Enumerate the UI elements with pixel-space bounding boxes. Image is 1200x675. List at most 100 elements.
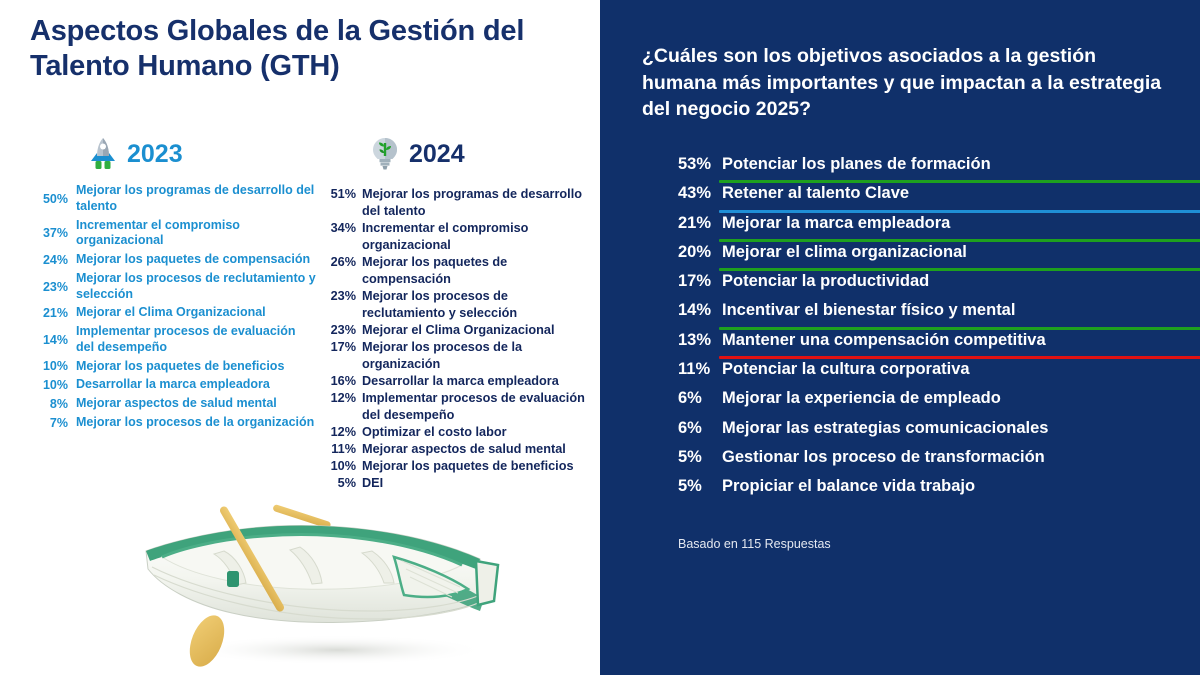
objective-percent: 53% [678,155,712,173]
objective-percent: 21% [678,213,712,232]
item-percent: 50% [42,191,68,206]
objective-row: 14% Incentivar el bienestar físico y ment… [678,301,1200,330]
objective-row: 20% Mejorar el clima organizacional [678,242,1200,272]
objective-row: 11% Potenciar la cultura corporativa [678,360,1178,389]
objective-underline [719,238,1200,242]
list-item: 5% DEI [322,475,592,492]
item-percent: 21% [42,306,68,321]
item-label: Desarrollar la marca empleadora [362,374,559,389]
item-percent: 23% [330,289,356,304]
item-label: Mejorar el Clima Organizacional [362,323,555,338]
list-item: 12% Implementar procesos de evaluación de… [322,390,592,424]
objective-label: Gestionar los proceso de transformación [722,447,1045,466]
objective-label: Potenciar la cultura corporativa [722,360,970,379]
rocket-icon [88,137,118,171]
item-percent: 10% [42,359,68,374]
list-item: 37% Incrementar el compromiso organizacio… [26,218,316,250]
list-item: 23% Mejorar los procesos de reclutamiento… [26,271,316,303]
list-item: 50% Mejorar los programas de desarrollo d… [26,183,316,215]
item-percent: 26% [330,255,356,270]
objective-underline [719,180,1200,184]
item-percent: 51% [330,187,356,201]
objective-label: Mejorar la marca empleadora [722,213,951,232]
objective-percent: 17% [678,272,712,291]
objective-row: 17% Potenciar la productividad [678,272,1178,301]
item-percent: 12% [330,391,356,406]
item-label: Mejorar el Clima Organizacional [76,305,266,320]
item-label: Implementar procesos de evaluación del d… [76,324,296,354]
item-label: Incrementar el compromiso organizacional [76,217,240,248]
list-item: 10% Mejorar los paquetes de beneficios [26,359,316,375]
objective-percent: 11% [678,360,711,379]
objective-percent: 6% [678,389,702,408]
footnote: Basado en 115 Respuestas [678,537,831,551]
item-label: Mejorar los procesos de la organización [362,340,523,372]
item-percent: 34% [330,221,356,236]
objective-row: 43% Retener al talento Clave [678,184,1200,213]
item-percent: 14% [42,332,68,347]
item-label: Mejorar aspectos de salud mental [362,442,566,457]
objective-underline [719,268,1200,272]
objective-label: Mejorar el clima organizacional [722,242,967,261]
item-percent: 12% [330,425,356,440]
list-item: 8% Mejorar aspectos de salud mental [26,396,316,412]
list-item: 23% Mejorar los procesos de reclutamiento… [322,288,592,322]
list-item: 34% Incrementar el compromiso organizacio… [322,220,592,254]
objective-label: Potenciar los planes de formación [722,155,991,173]
objective-label: Mejorar la experiencia de empleado [722,389,1001,408]
objective-label: Retener al talento Clave [722,184,910,203]
objective-row: 53% Potenciar los planes de formación [678,155,1200,184]
item-percent: 23% [42,279,68,294]
list-item: 12% Optimizar el costo labor [322,424,592,441]
objective-row: 6% Mejorar las estrategias comunicacional… [678,419,1178,448]
list-item: 26% Mejorar los paquetes de compensación [322,254,592,288]
right-question-title: ¿Cuáles son los objetivos asociados a la… [642,45,1162,121]
objective-percent: 14% [678,301,712,320]
item-label: Mejorar los paquetes de compensación [362,255,508,287]
list-2023: 50% Mejorar los programas de desarrollo d… [26,183,316,434]
objective-label: Potenciar la productividad [722,272,930,291]
list-item: 51% Mejorar los programas de desarrollo d… [322,186,592,220]
list-item: 23% Mejorar el Clima Organizacional [322,322,592,339]
item-label: Mejorar los programas de desarrollo del … [362,187,582,219]
year-2024-label: 2024 [409,139,465,168]
item-percent: 16% [330,374,356,389]
list-item: 7% Mejorar los procesos de la organizació… [26,415,316,431]
left-panel: Aspectos Globales de la Gestión del Tale… [26,15,592,675]
objective-percent: 5% [678,447,702,466]
objective-label: Incentivar el bienestar físico y mental [722,301,1016,320]
objective-percent: 6% [678,418,702,437]
objective-percent: 13% [678,330,712,349]
objective-row: 5% Gestionar los proceso de transformació… [678,448,1178,477]
objective-row: 13% Mantener una compensación competitiva [678,330,1200,360]
year-2023-label: 2023 [127,139,183,168]
list-item: 10% Desarrollar la marca empleadora [26,377,316,393]
item-label: Mejorar los procesos de reclutamiento y … [362,289,518,321]
objective-underline [719,209,1200,213]
item-label: Incrementar el compromiso organizacional [362,221,529,253]
objective-label: Mejorar las estrategias comunicacionales [722,418,1049,437]
item-percent: 8% [49,396,68,411]
item-percent: 24% [42,252,68,267]
objective-underline [719,326,1200,330]
item-label: Desarrollar la marca empleadora [76,377,270,392]
item-label: Optimizar el costo labor [362,425,507,440]
year-2023-header: 2023 [88,137,183,171]
lightbulb-sprout-icon [370,137,400,171]
list-item: 16% Desarrollar la marca empleadora [322,373,592,390]
item-label: Mejorar los procesos de la organización [76,414,315,429]
right-panel: ¿Cuáles son los objetivos asociados a la… [600,0,1200,675]
objective-row: 5% Propiciar el balance vida trabajo [678,477,1178,506]
objective-percent: 43% [678,184,712,203]
list-item: 10% Mejorar los paquetes de beneficios [322,458,592,475]
item-percent: 10% [330,459,356,474]
objective-label: Mantener una compensación competitiva [722,330,1046,349]
list-item: 21% Mejorar el Clima Organizacional [26,305,316,321]
objective-underline [719,356,1200,360]
objectives-list: 53% Potenciar los planes de formación 43% R… [678,155,1200,507]
item-percent: 10% [42,378,68,393]
list-item: 24% Mejorar los paquetes de compensación [26,252,316,268]
rowboat-image [132,495,532,675]
item-label: Mejorar los programas de desarrollo del … [76,183,315,213]
item-label: DEI [362,476,384,491]
